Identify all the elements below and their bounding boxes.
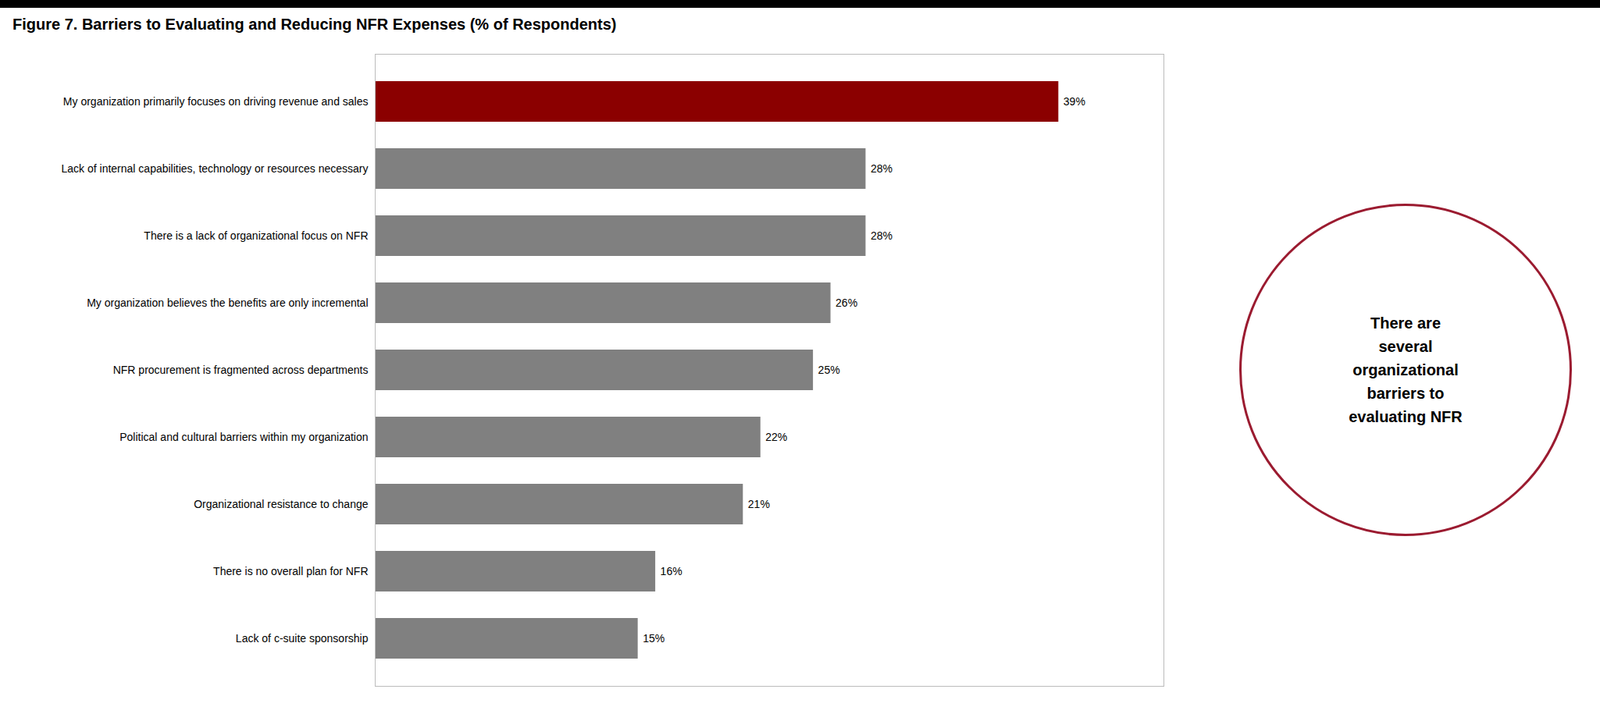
html-text:Figure 7. Barriers to Evaluati: Figure 7. Barriers to Evaluating and Red… <box>12 15 617 33</box>
svg-text:My organization believes the b: My organization believes the benefits ar… <box>86 296 368 310</box>
svg-text:25%: 25% <box>818 363 841 377</box>
svg-text:My organization primarily focu: My organization primarily focuses on dri… <box>63 95 369 108</box>
svg-text:Political and cultural barrier: Political and cultural barriers within m… <box>119 431 368 444</box>
svg-text:28%: 28% <box>870 162 893 175</box>
svg-text:Lack of internal capabilities,: Lack of internal capabilities, technolog… <box>61 162 369 175</box>
svg-text:28%: 28% <box>870 229 893 243</box>
svg-text:21%: 21% <box>748 498 770 511</box>
svg-text:Lack of c-suite sponsorship: Lack of c-suite sponsorship <box>235 632 369 645</box>
svg-text:15%: 15% <box>642 632 665 645</box>
svg-text:39%: 39% <box>1063 95 1086 108</box>
svg-text:Organizational resistance to c: Organizational resistance to change <box>193 498 369 511</box>
svg-text:16%: 16% <box>660 565 683 578</box>
svg-text:There is no overall plan for N: There is no overall plan for NFR <box>213 565 368 578</box>
svg-text:26%: 26% <box>835 296 858 310</box>
svg-text:NFR procurement is fragmented: NFR procurement is fragmented across dep… <box>113 363 369 377</box>
svg-text:22%: 22% <box>765 431 788 444</box>
svg-text:There is a lack of organizatio: There is a lack of organizational focus … <box>143 229 368 243</box>
html-text:There are several organization: There are several organizational barrier… <box>1348 314 1463 426</box>
